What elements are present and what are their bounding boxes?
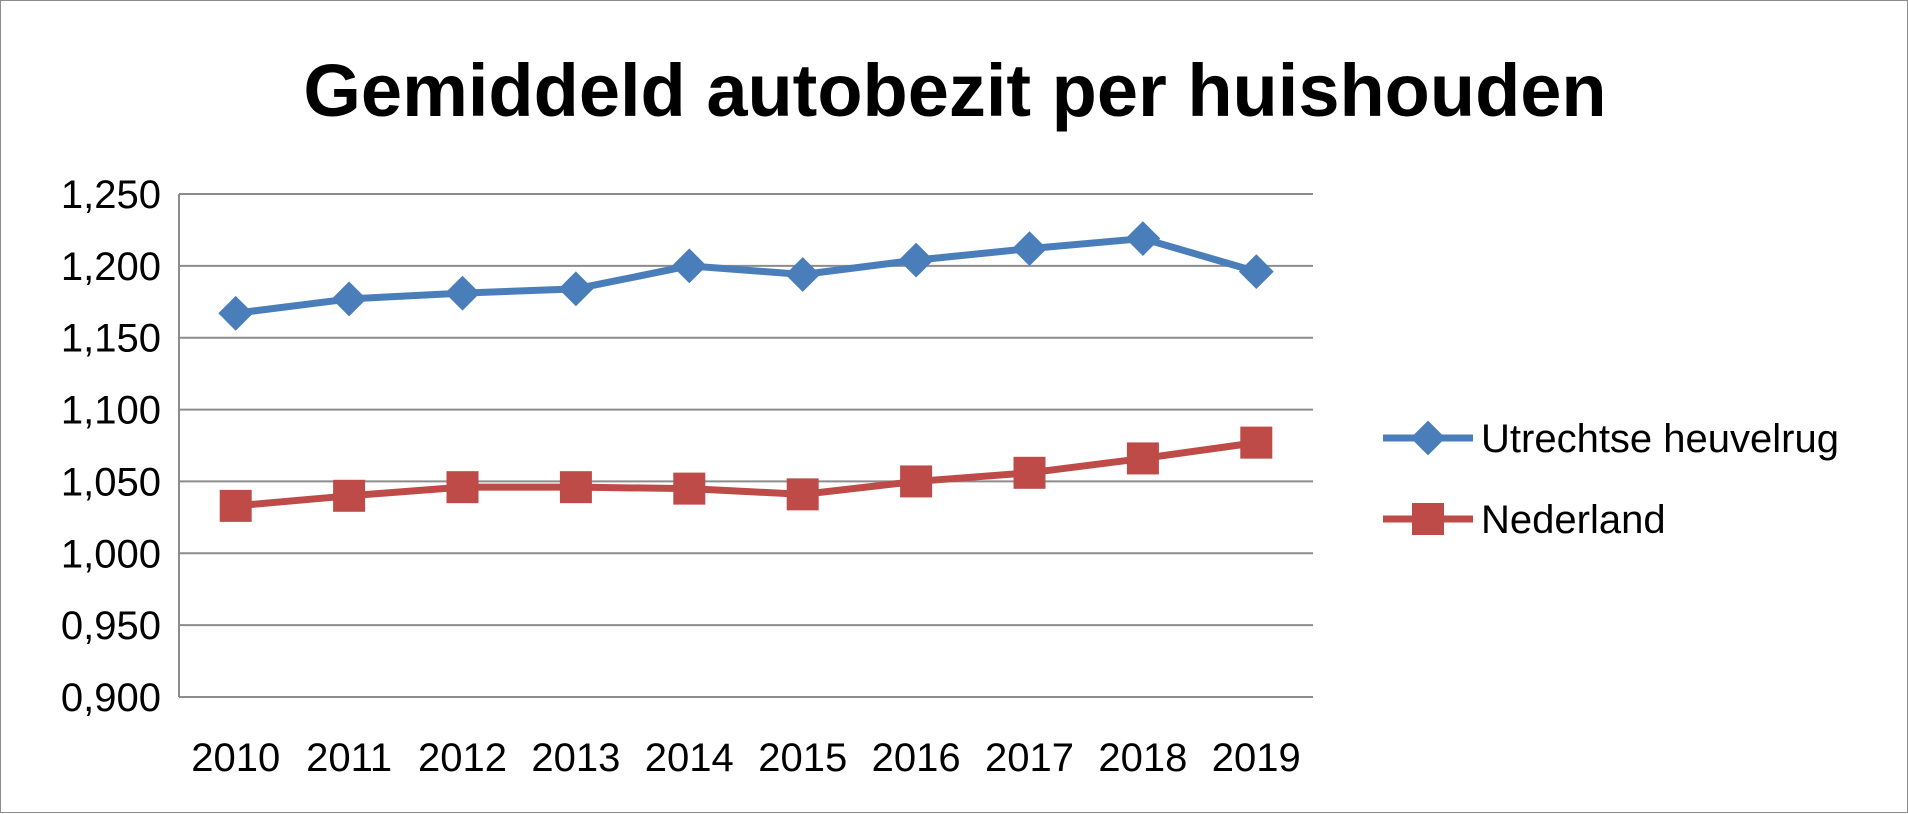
x-tick-label: 2013: [531, 736, 620, 780]
x-tick-label: 2016: [872, 736, 961, 780]
legend-label: Nederland: [1481, 498, 1666, 542]
x-tick-label: 2018: [1098, 736, 1187, 780]
x-tick-label: 2010: [191, 736, 280, 780]
y-tick-label: 1,150: [61, 317, 161, 361]
y-tick-label: 1,100: [61, 389, 161, 433]
data-point: [673, 472, 706, 505]
series-1: [219, 426, 1273, 522]
data-point: [219, 489, 252, 522]
data-point: [1125, 221, 1161, 256]
axes: [178, 194, 1313, 698]
series-0: [218, 221, 1274, 331]
y-tick-label: 1,050: [61, 460, 161, 504]
data-point: [1012, 231, 1047, 267]
data-point: [446, 471, 479, 504]
y-axis-tick-labels: 0,900 0,950 1,000 1,050 1,100 1,150 1,200 1,250: [61, 173, 161, 720]
data-point: [898, 242, 934, 278]
data-point: [331, 281, 367, 317]
gridlines: [179, 193, 1313, 627]
data-point: [559, 471, 592, 504]
series-lines: [218, 221, 1274, 522]
data-point: [1238, 254, 1274, 290]
y-tick-label: 1,000: [61, 532, 161, 576]
y-tick-label: 0,950: [61, 604, 161, 648]
chart-title: Gemiddeld autobezit per huishouden: [303, 49, 1606, 132]
data-point: [786, 478, 819, 511]
data-point: [900, 465, 933, 498]
x-tick-label: 2012: [418, 736, 507, 780]
legend-item-0: Utrechtse heuvelrug: [1383, 417, 1839, 461]
legend: Utrechtse heuvelrug Nederland: [1383, 417, 1839, 542]
x-tick-label: 2011: [306, 736, 392, 780]
series-line: [235, 439, 1257, 510]
data-point: [333, 479, 366, 512]
legend-item-1: Nederland: [1383, 498, 1666, 542]
series-line: [235, 235, 1258, 317]
data-point: [445, 275, 480, 311]
data-point: [1126, 442, 1159, 475]
x-tick-label: 2015: [758, 736, 847, 780]
data-point: [785, 257, 821, 292]
legend-swatch-marker: [1412, 503, 1444, 535]
x-axis-tick-labels: 2010 2011 2012 2013 2014 2015 2016 2017 2018 2019: [191, 736, 1301, 780]
x-tick-label: 2019: [1212, 736, 1301, 780]
data-point: [1240, 426, 1273, 459]
x-tick-label: 2014: [645, 736, 734, 780]
data-point: [218, 295, 254, 331]
legend-swatch-marker: [1410, 420, 1446, 456]
y-tick-label: 0,900: [61, 676, 161, 720]
legend-label: Utrechtse heuvelrug: [1481, 417, 1839, 461]
data-point: [1013, 456, 1046, 489]
y-tick-label: 1,200: [61, 245, 161, 289]
data-point: [671, 248, 707, 284]
data-point: [558, 271, 594, 307]
x-tick-label: 2017: [985, 736, 1074, 780]
y-tick-label: 1,250: [61, 173, 161, 217]
